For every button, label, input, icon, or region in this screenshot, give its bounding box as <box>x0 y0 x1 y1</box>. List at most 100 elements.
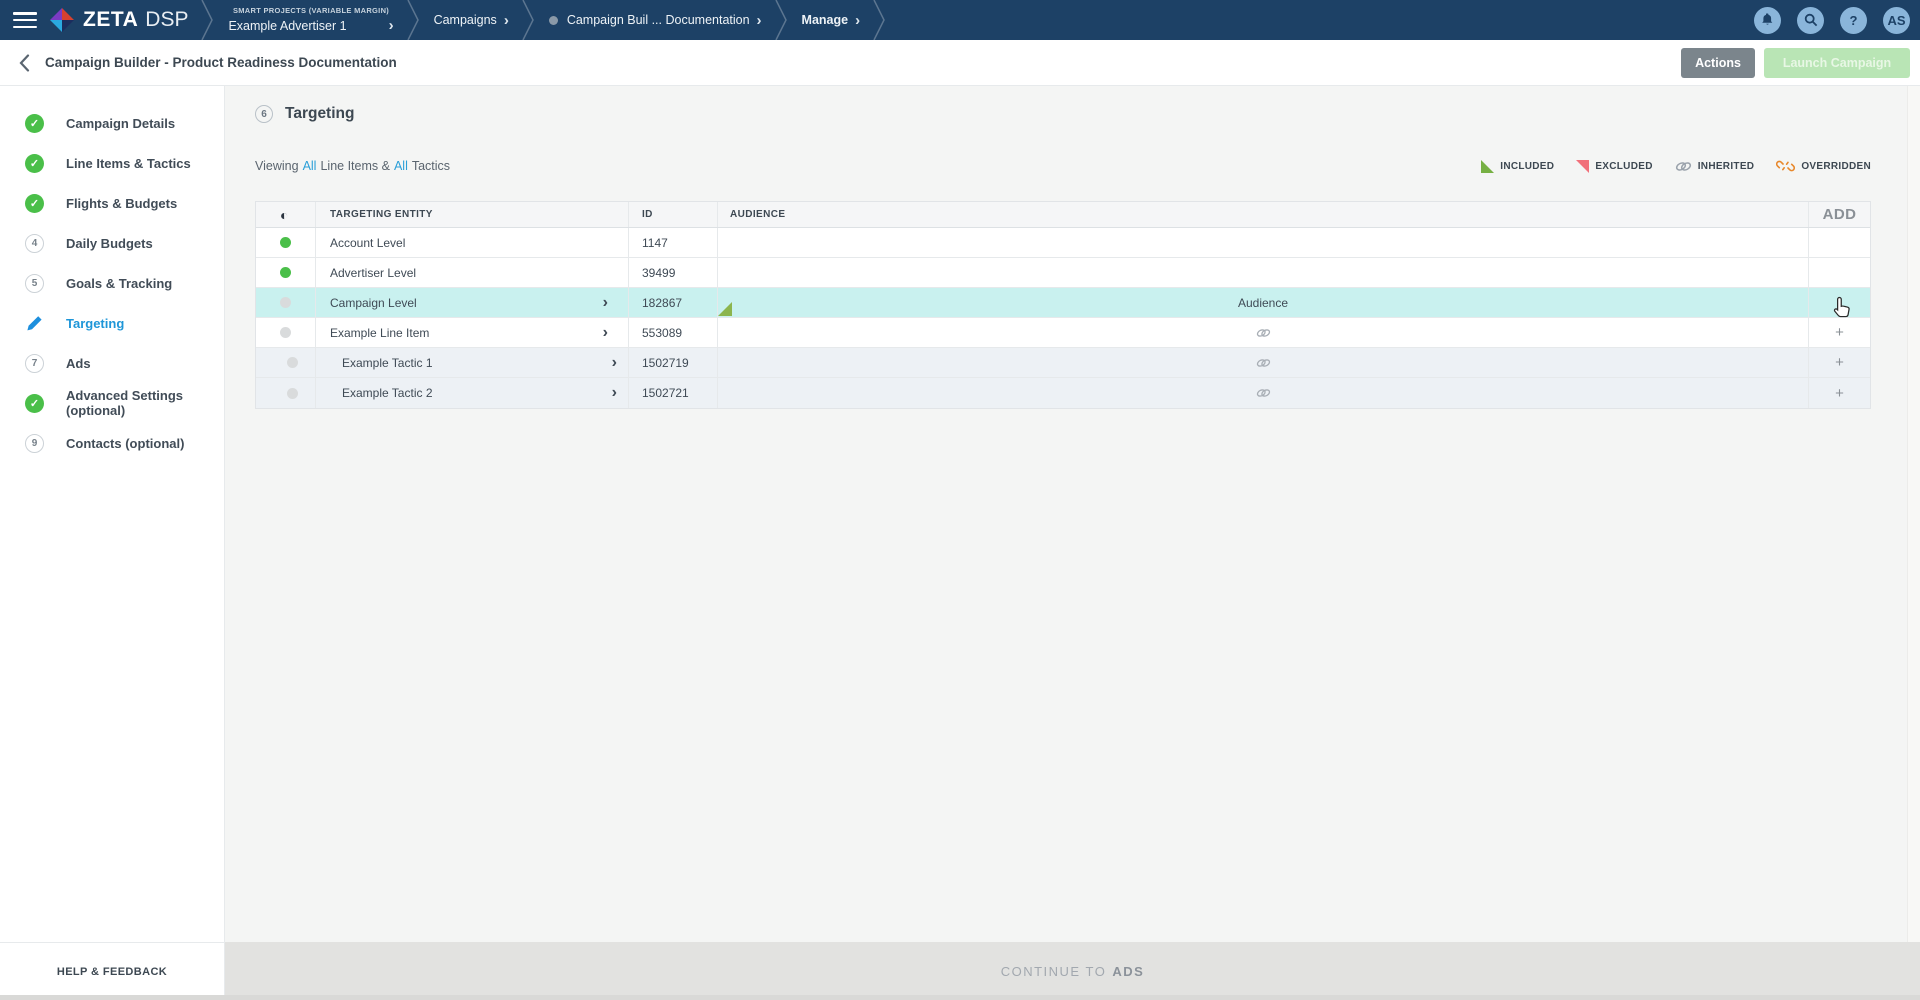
table-row-example-tactic-2[interactable]: Example Tactic 2 › 1502721 + <box>256 378 1870 408</box>
sidebar-item-campaign-details[interactable]: ✓ Campaign Details <box>0 103 224 143</box>
entity-label: Example Tactic 2 <box>342 386 433 400</box>
filter-all-tactics-link[interactable]: All <box>393 159 408 173</box>
breadcrumb-separator <box>774 0 787 40</box>
entity-id: 1502721 <box>642 386 689 400</box>
top-nav-bar: ZETA DSP SMART PROJECTS (VARIABLE MARGIN… <box>0 0 1920 40</box>
back-button[interactable] <box>19 53 30 72</box>
chevron-right-icon[interactable]: › <box>388 17 394 34</box>
expand-chevron-icon[interactable]: › <box>602 323 608 341</box>
step-number-badge: 9 <box>25 433 44 453</box>
entity-label: Account Level <box>330 235 406 250</box>
launch-campaign-button[interactable]: Launch Campaign <box>1764 47 1910 78</box>
breadcrumb-manage-label: Manage <box>801 13 849 27</box>
targeting-legend: INCLUDED EXCLUDED INHERITED <box>1481 159 1871 173</box>
half-circle-toggle-icon[interactable]: ◐ <box>280 206 289 223</box>
table-row-account-level[interactable]: Account Level 1147 <box>256 228 1870 258</box>
user-avatar[interactable]: AS <box>1883 6 1910 34</box>
included-marker <box>718 302 732 316</box>
bottom-edge-strip <box>0 995 1920 1000</box>
legend-overridden: OVERRIDDEN <box>1776 159 1871 173</box>
inherited-link-icon <box>1256 389 1270 397</box>
brand-dsp: DSP <box>145 8 189 31</box>
footer-bar: HELP & FEEDBACK CONTINUE TO ADS <box>0 942 1920 1000</box>
expand-chevron-icon[interactable]: › <box>611 353 617 371</box>
page-title: Campaign Builder - Product Readiness Doc… <box>45 55 397 70</box>
help-feedback-button[interactable]: HELP & FEEDBACK <box>0 942 225 1000</box>
filter-all-line-items-link[interactable]: All <box>302 159 317 173</box>
included-triangle-icon <box>1481 159 1495 173</box>
add-targeting-button[interactable]: + <box>1835 354 1844 371</box>
sidebar-item-advanced-settings[interactable]: ✓ Advanced Settings (optional) <box>0 383 224 423</box>
scrollbar-track[interactable] <box>1907 86 1920 942</box>
table-row-campaign-level[interactable]: Campaign Level › 182867 Audience <box>256 288 1870 318</box>
targeting-table: ◐ TARGETING ENTITY ID AUDIENCE ADD Accou… <box>255 201 1871 409</box>
legend-excluded: EXCLUDED <box>1576 159 1652 173</box>
sidebar-item-contacts[interactable]: 9 Contacts (optional) <box>0 423 224 463</box>
sidebar-item-daily-budgets[interactable]: 4 Daily Budgets <box>0 223 224 263</box>
breadcrumb-builder-label: Campaign Buil ... Documentation <box>566 13 750 27</box>
topnav-actions: ? AS <box>1754 6 1910 34</box>
column-header-entity: TARGETING ENTITY <box>316 202 629 227</box>
menu-icon[interactable] <box>13 12 37 28</box>
chevron-right-icon[interactable]: › <box>756 11 762 29</box>
check-icon: ✓ <box>25 153 44 173</box>
actions-button[interactable]: Actions <box>1681 47 1755 78</box>
bell-icon <box>1762 13 1773 25</box>
breadcrumb-campaigns-label: Campaigns <box>433 13 497 27</box>
check-icon: ✓ <box>25 193 44 213</box>
broken-chain-icon <box>1776 160 1796 172</box>
brand-zeta: ZETA <box>83 8 139 31</box>
help-button[interactable]: ? <box>1840 6 1867 34</box>
sidebar-item-line-items-tactics[interactable]: ✓ Line Items & Tactics <box>0 143 224 183</box>
sidebar-item-goals-tracking[interactable]: 5 Goals & Tracking <box>0 263 224 303</box>
inherited-link-icon <box>1256 358 1270 367</box>
entity-label: Campaign Level <box>330 295 417 310</box>
step-number-badge: 6 <box>255 105 273 123</box>
chain-link-icon <box>1675 161 1691 171</box>
column-header-add: ADD <box>1822 206 1857 223</box>
chevron-right-icon[interactable]: › <box>503 11 509 29</box>
notifications-button[interactable] <box>1754 6 1781 34</box>
excluded-triangle-icon <box>1576 159 1590 173</box>
status-dot <box>287 357 298 368</box>
add-targeting-button[interactable]: + <box>1835 324 1844 341</box>
add-targeting-button[interactable]: + <box>1835 384 1844 402</box>
table-row-example-tactic-1[interactable]: Example Tactic 1 › 1502719 + <box>256 348 1870 378</box>
chevron-left-icon <box>19 53 30 72</box>
search-icon <box>1804 13 1817 27</box>
step-number-badge: 5 <box>25 273 44 293</box>
breadcrumb-campaign-builder[interactable]: Campaign Buil ... Documentation › <box>548 11 762 29</box>
status-dot <box>280 237 291 248</box>
breadcrumb-advertiser-label: Example Advertiser 1 <box>228 18 347 33</box>
chevron-right-icon[interactable]: › <box>855 11 861 29</box>
breadcrumb-separator <box>201 0 214 40</box>
brand-logo[interactable]: ZETA DSP <box>49 7 188 33</box>
breadcrumb-campaigns[interactable]: Campaigns › <box>434 12 509 29</box>
expand-chevron-icon[interactable]: › <box>611 384 617 401</box>
question-icon: ? <box>1849 12 1858 28</box>
audience-chip[interactable]: Audience <box>1237 295 1289 310</box>
breadcrumb-manage[interactable]: Manage › <box>802 12 861 29</box>
expand-chevron-icon[interactable]: › <box>602 293 608 311</box>
table-header-row: ◐ TARGETING ENTITY ID AUDIENCE ADD <box>256 202 1870 228</box>
avatar-initials: AS <box>1887 12 1906 28</box>
sidebar-item-flights-budgets[interactable]: ✓ Flights & Budgets <box>0 183 224 223</box>
search-button[interactable] <box>1797 6 1824 34</box>
step-heading: 6 Targeting <box>255 104 1871 124</box>
continue-to-ads-button[interactable]: CONTINUE TO ADS <box>225 942 1920 1000</box>
breadcrumb-project-label: SMART PROJECTS (VARIABLE MARGIN) <box>232 6 390 15</box>
breadcrumb-advertiser[interactable]: SMART PROJECTS (VARIABLE MARGIN) Example… <box>228 6 393 34</box>
entity-id: 39499 <box>642 265 676 280</box>
breadcrumb-separator <box>522 0 534 40</box>
step-number-badge: 4 <box>25 233 44 253</box>
sidebar-item-targeting[interactable]: Targeting <box>0 303 224 343</box>
status-dot-icon <box>548 15 558 25</box>
legend-included: INCLUDED <box>1481 159 1554 173</box>
status-dot <box>280 267 291 278</box>
table-row-advertiser-level[interactable]: Advertiser Level 39499 <box>256 258 1870 288</box>
sidebar-item-ads[interactable]: 7 Ads <box>0 343 224 383</box>
status-dot <box>280 297 291 308</box>
entity-id: 1147 <box>642 235 668 250</box>
table-row-example-line-item[interactable]: Example Line Item › 553089 + <box>256 318 1870 348</box>
viewing-filter-text: Viewing All Line Items & All Tactics <box>255 159 451 173</box>
